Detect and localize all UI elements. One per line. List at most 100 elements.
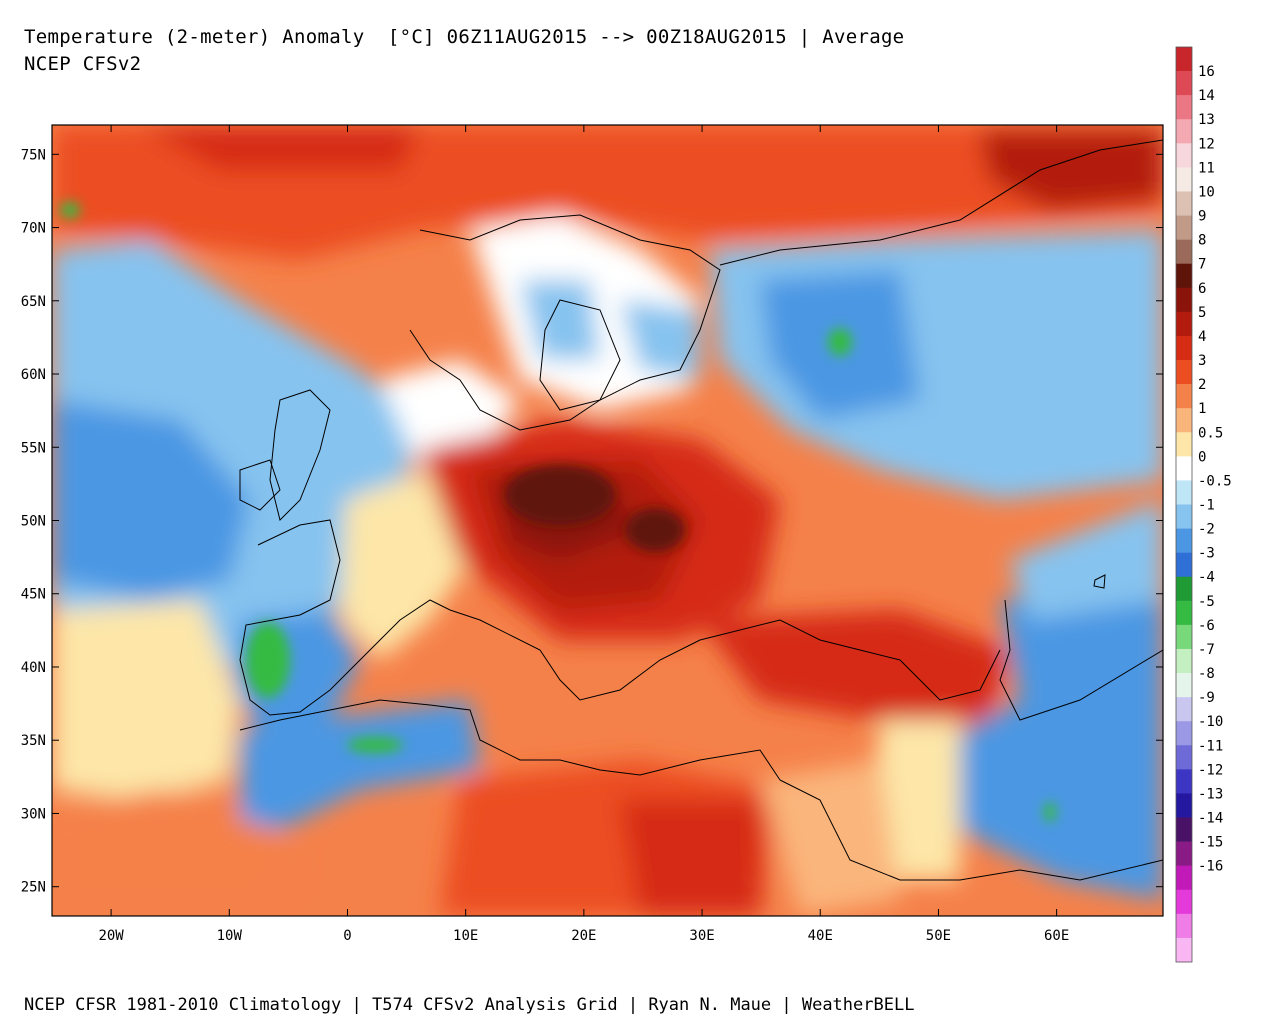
colorbar-label: 0.5	[1198, 425, 1223, 441]
lat-tick-label: 75N	[21, 147, 46, 163]
colorbar-label: -11	[1198, 738, 1223, 754]
colorbar-frame	[1175, 46, 1193, 963]
colorbar-swatch	[1176, 143, 1192, 168]
colorbar-swatch	[1176, 335, 1192, 361]
colorbar-label: -12	[1198, 762, 1223, 778]
colorbar-label: 3	[1198, 353, 1206, 369]
colorbar-label: -9	[1198, 690, 1215, 706]
colorbar-swatch	[1176, 408, 1192, 433]
anomaly-field	[52, 125, 1163, 916]
colorbar-swatch	[1176, 432, 1192, 457]
lat-tick-label: 40N	[21, 660, 46, 676]
colorbar-swatch	[1176, 624, 1192, 650]
colorbar-swatch	[1176, 71, 1192, 96]
colorbar-swatch	[1176, 913, 1192, 939]
colorbar-label: 1	[1198, 401, 1206, 417]
colorbar-swatch	[1176, 504, 1192, 529]
lat-tick-label: 50N	[21, 514, 46, 530]
colorbar-swatch	[1176, 889, 1192, 915]
colorbar-swatch	[1176, 648, 1192, 674]
colorbar-label: -15	[1198, 835, 1223, 851]
lon-tick-label: 30E	[689, 928, 714, 944]
colorbar: 16 14 13 12 11 10 9 8 7 6 5 4 3 2 1 0.5 0 -0.5 -1 -2 -3 -4 -5 -…	[1175, 46, 1232, 963]
lat-tick-label: 25N	[21, 880, 46, 896]
colorbar-swatch	[1176, 600, 1192, 626]
colorbar-swatch	[1176, 937, 1192, 963]
lon-tick-label: 0	[343, 928, 351, 944]
colorbar-swatch	[1176, 95, 1192, 120]
colorbar-swatch	[1176, 215, 1192, 240]
colorbar-label: -2	[1198, 522, 1215, 538]
colorbar-label: -0.5	[1198, 473, 1232, 489]
colorbar-swatch	[1176, 528, 1192, 553]
colorbar-label: 7	[1198, 257, 1206, 273]
colorbar-label: -1	[1198, 498, 1215, 514]
colorbar-label: 16	[1198, 64, 1215, 80]
colorbar-label: -16	[1198, 859, 1223, 875]
colorbar-swatch	[1176, 552, 1192, 578]
lon-tick-label: 10E	[453, 928, 478, 944]
lon-tick-label: 40E	[808, 928, 833, 944]
colorbar-swatch	[1176, 673, 1192, 698]
colorbar-swatch	[1176, 47, 1192, 72]
colorbar-swatch	[1176, 576, 1192, 602]
lat-tick-label: 30N	[21, 806, 46, 822]
lon-tick-label: 20W	[98, 928, 124, 944]
lat-tick-label: 65N	[21, 294, 46, 310]
map-title: Temperature (2-meter) Anomaly [°C] 06Z11…	[24, 26, 905, 48]
colorbar-swatch	[1176, 697, 1192, 722]
colorbar-swatch	[1176, 745, 1192, 770]
colorbar-label: -4	[1198, 570, 1215, 586]
colorbar-swatch	[1176, 167, 1192, 192]
colorbar-label: 8	[1198, 233, 1206, 249]
colorbar-label: 9	[1198, 209, 1206, 225]
lat-tick-label: 70N	[21, 221, 46, 237]
colorbar-swatch	[1176, 360, 1192, 385]
colorbar-label: 12	[1198, 136, 1215, 152]
colorbar-swatch	[1176, 119, 1192, 144]
lon-tick-label: 20E	[571, 928, 596, 944]
colorbar-swatch	[1176, 793, 1192, 818]
colorbar-label: 0	[1198, 449, 1206, 465]
lon-tick-label: 60E	[1044, 928, 1069, 944]
colorbar-label: -14	[1198, 811, 1223, 827]
colorbar-swatch	[1176, 311, 1192, 337]
colorbar-label: -3	[1198, 546, 1215, 562]
colorbar-label: 14	[1198, 88, 1215, 104]
map-footer: NCEP CFSR 1981-2010 Climatology | T574 C…	[24, 995, 915, 1015]
colorbar-label: 10	[1198, 184, 1215, 200]
lon-tick-label: 10W	[217, 928, 243, 944]
colorbar-swatch	[1176, 456, 1192, 481]
axis-ticks: 75N 70N 65N 60N 55N 50N 45N 40N 35N 30N 25N 20W 10W 0…	[21, 125, 1163, 944]
colorbar-swatch	[1176, 287, 1192, 313]
lat-tick-label: 45N	[21, 587, 46, 603]
colorbar-swatch	[1176, 817, 1192, 842]
colorbar-swatch	[1176, 239, 1192, 265]
colorbar-label: -13	[1198, 786, 1223, 802]
coastlines	[239, 139, 1163, 881]
colorbar-label: -8	[1198, 666, 1215, 682]
colorbar-swatch	[1176, 841, 1192, 866]
colorbar-swatch	[1176, 721, 1192, 746]
colorbar-swatch	[1176, 263, 1192, 289]
colorbar-label: -7	[1198, 642, 1215, 658]
colorbar-swatch	[1176, 769, 1192, 794]
colorbar-label: 4	[1198, 329, 1206, 345]
lat-tick-label: 60N	[21, 367, 46, 383]
lat-tick-label: 35N	[21, 733, 46, 749]
colorbar-swatch	[1176, 191, 1192, 216]
colorbar-label: -6	[1198, 618, 1215, 634]
lat-tick-label: 55N	[21, 440, 46, 456]
colorbar-label: 5	[1198, 305, 1206, 321]
map-subtitle: NCEP CFSv2	[24, 53, 142, 75]
colorbar-label: 2	[1198, 377, 1206, 393]
colorbar-label: 13	[1198, 112, 1215, 128]
colorbar-swatch	[1176, 384, 1192, 409]
colorbar-swatch	[1176, 865, 1192, 891]
lon-tick-label: 50E	[926, 928, 951, 944]
colorbar-swatch	[1176, 480, 1192, 505]
colorbar-label: 11	[1198, 160, 1215, 176]
colorbar-label: 6	[1198, 281, 1206, 297]
colorbar-label: -10	[1198, 714, 1223, 730]
